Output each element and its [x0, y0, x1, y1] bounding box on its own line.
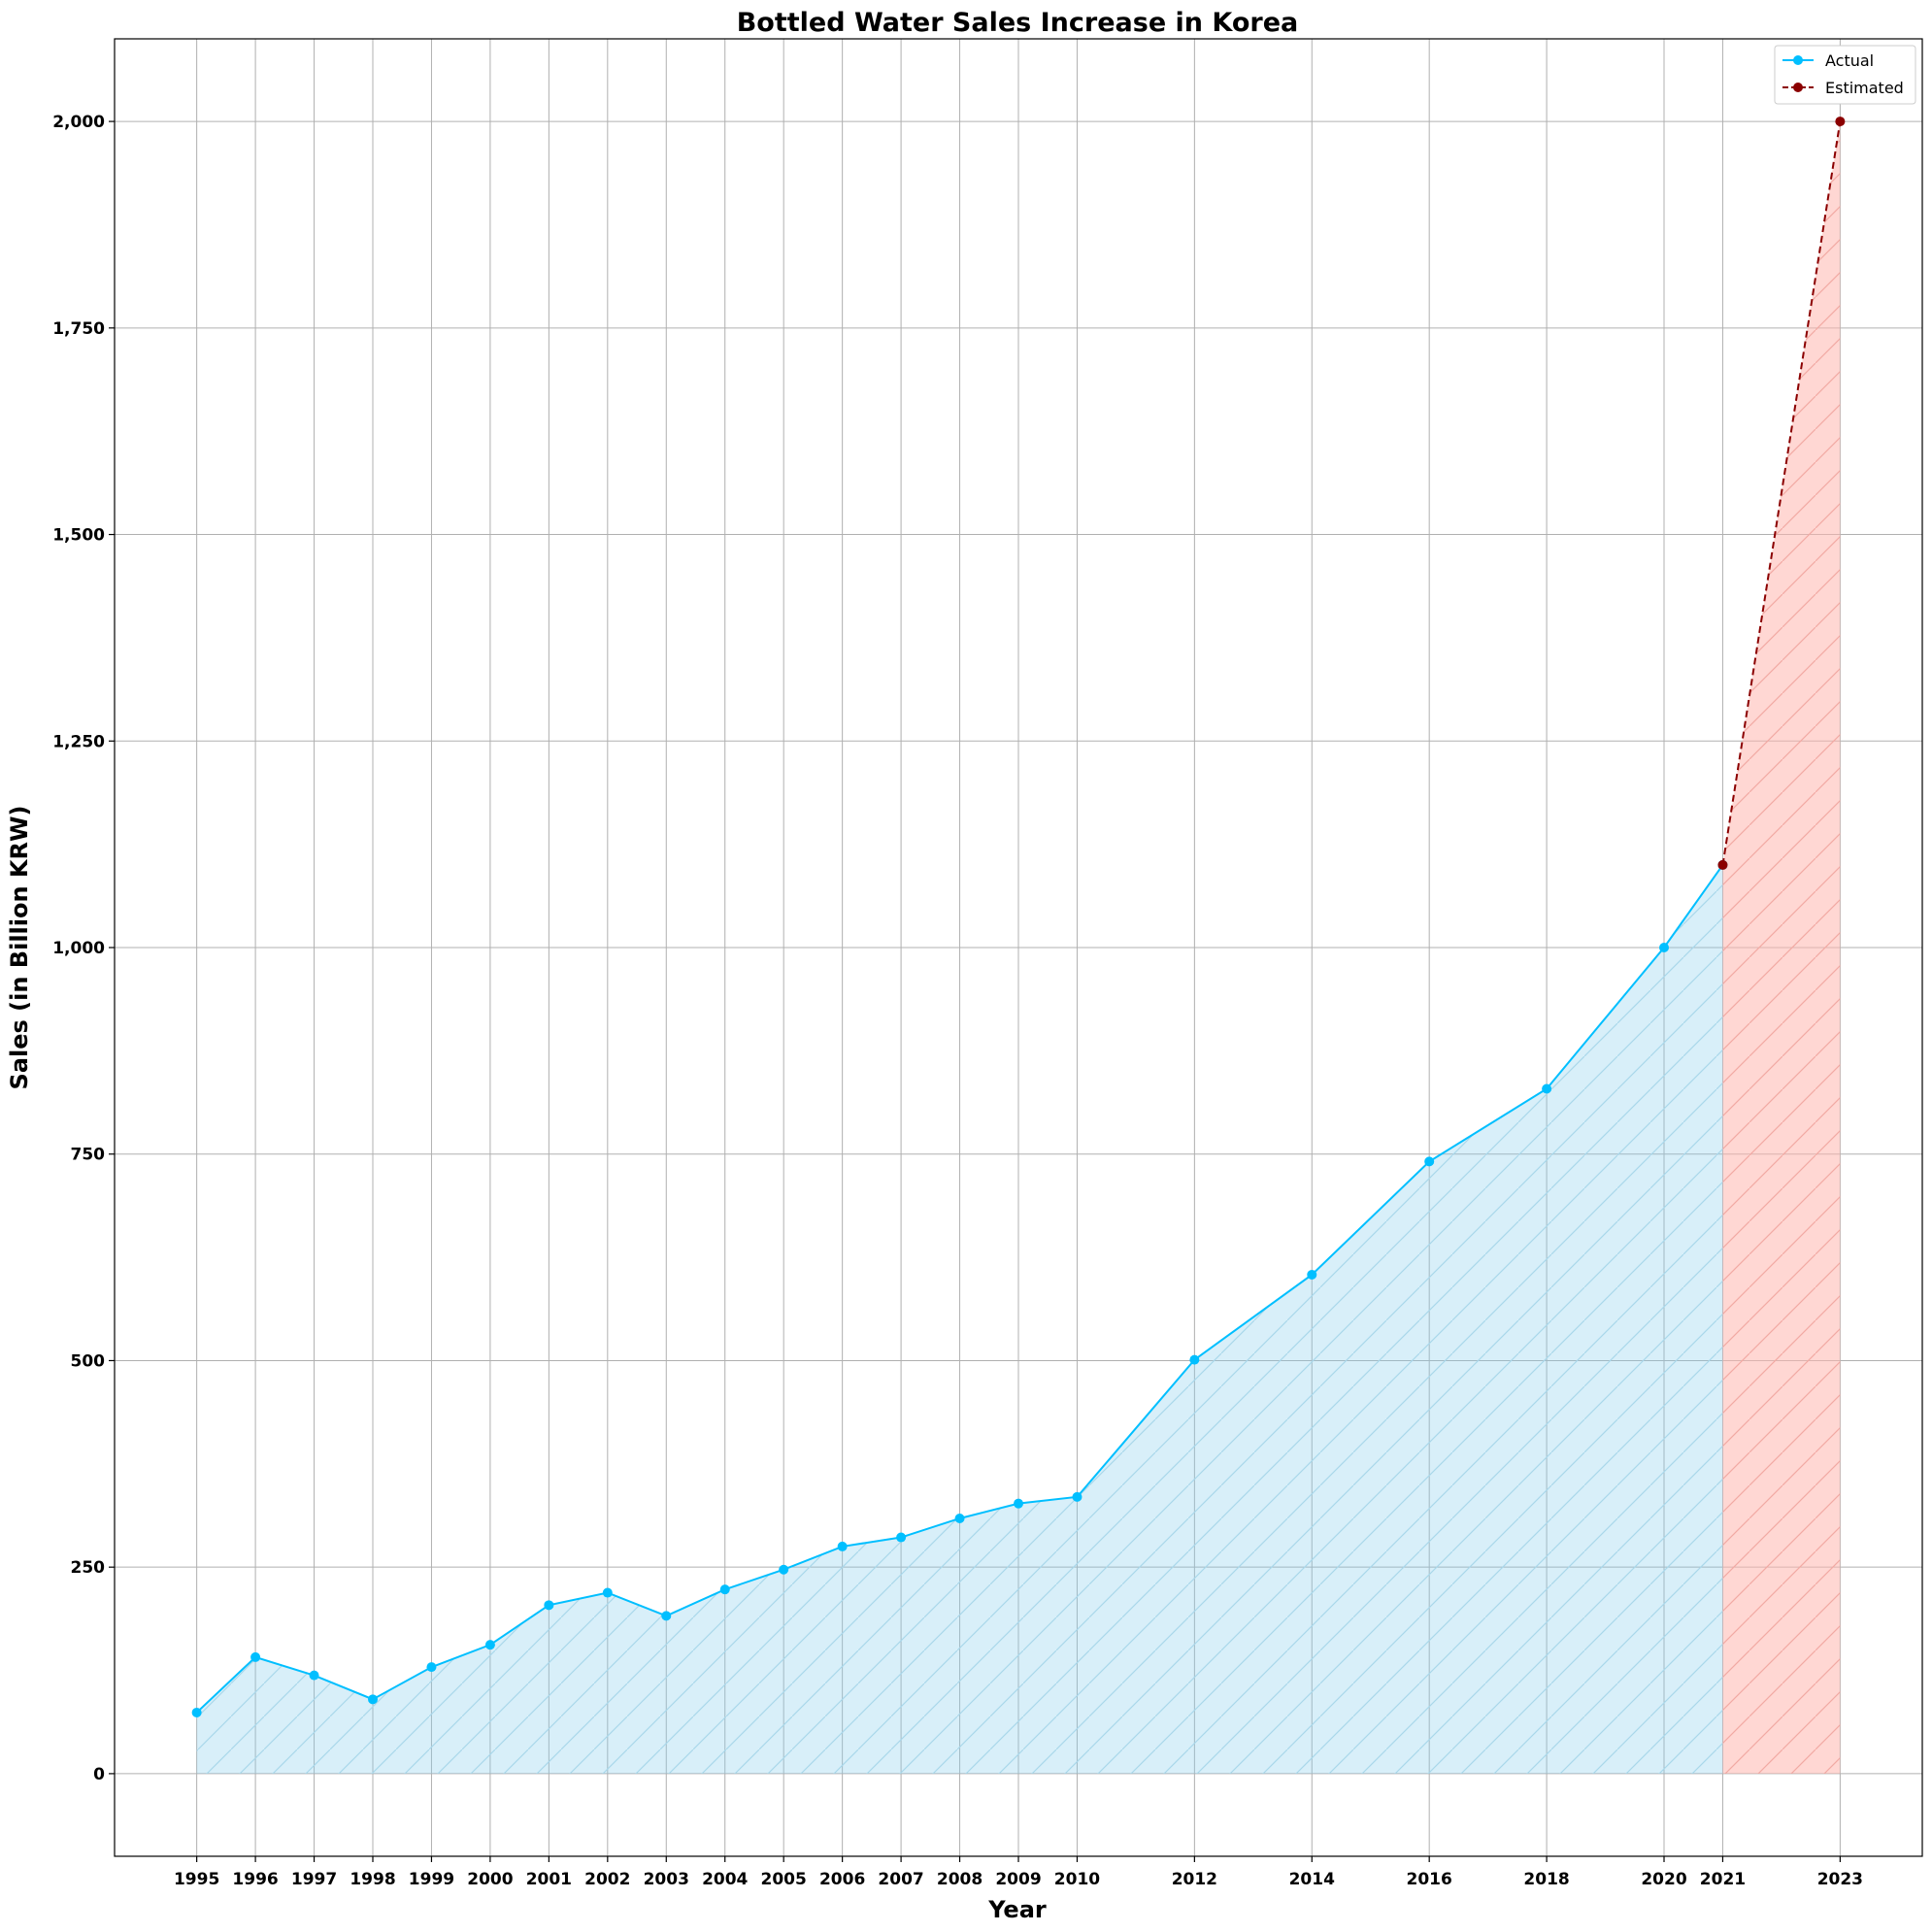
series-lines	[195, 120, 1842, 1714]
x-axis-label: Year	[987, 1896, 1047, 1923]
x-tick-label: 2005	[761, 1870, 807, 1889]
area-hatch-estimated	[1722, 121, 1841, 1774]
x-tick-label: 2006	[819, 1870, 865, 1889]
data-point-actual	[719, 1584, 730, 1595]
y-tick-label: 750	[71, 1146, 106, 1165]
x-tick-label: 2004	[702, 1870, 748, 1889]
series-line-estimated	[1721, 120, 1842, 866]
y-axis-label: Sales (in Billion KRW)	[6, 806, 33, 1090]
data-point-actual	[1307, 1269, 1317, 1280]
y-tick-label: 1,750	[52, 319, 105, 339]
x-tick-label: 2000	[467, 1870, 513, 1889]
area-hatch-actual	[196, 864, 1723, 1774]
data-point-actual	[1189, 1354, 1200, 1365]
data-point-actual	[954, 1513, 965, 1523]
y-tick-label: 500	[71, 1351, 106, 1371]
data-point-actual	[896, 1532, 907, 1543]
x-tick-label: 2010	[1054, 1870, 1100, 1889]
x-tick-label: 2002	[584, 1870, 630, 1889]
x-tick-label: 2001	[526, 1870, 572, 1889]
data-point-actual	[426, 1662, 437, 1673]
x-tick-label: 2014	[1289, 1870, 1335, 1889]
data-point-actual	[837, 1541, 848, 1551]
data-point-actual	[191, 1707, 202, 1717]
data-point-actual	[1072, 1491, 1083, 1502]
x-tick-label: 1999	[409, 1870, 454, 1889]
y-tick-label: 2,000	[52, 113, 105, 132]
data-point-estimated	[1717, 859, 1728, 870]
data-point-actual	[309, 1670, 319, 1681]
y-tick-label: 0	[93, 1765, 105, 1784]
x-tick-label: 2012	[1172, 1870, 1217, 1889]
area-fills	[196, 121, 1841, 1774]
legend-label-actual: Actual	[1825, 51, 1874, 70]
x-tick-label: 2016	[1407, 1870, 1452, 1889]
x-tick-label: 2020	[1641, 1870, 1686, 1889]
x-tick-label: 2009	[995, 1870, 1041, 1889]
legend-label-estimated: Estimated	[1825, 79, 1904, 97]
x-tick-label: 2021	[1700, 1870, 1746, 1889]
x-tick-label: 2003	[644, 1870, 689, 1889]
x-tick-label: 2007	[878, 1870, 923, 1889]
x-tick-label: 1996	[232, 1870, 278, 1889]
x-axis-ticks: 1995 1996 1997 1998 1999 2000 2001 2002 2003 2004…	[174, 1856, 1863, 1889]
x-tick-label: 1995	[174, 1870, 219, 1889]
data-point-actual	[484, 1640, 495, 1650]
chart-title: Bottled Water Sales Increase in Korea	[737, 8, 1299, 38]
y-axis-ticks: 0 250 500 750 1,000 1,250 1,500 1,750 2,000	[52, 113, 115, 1784]
x-tick-label: 2018	[1523, 1870, 1569, 1889]
x-tick-label: 1997	[291, 1870, 337, 1889]
data-point-actual	[368, 1694, 378, 1705]
series-points	[191, 117, 1846, 1717]
data-point-actual	[544, 1600, 554, 1611]
legend-marker-estimated	[1793, 83, 1803, 92]
data-point-actual	[1424, 1156, 1435, 1167]
legend: Actual Estimated	[1774, 45, 1916, 105]
data-point-actual	[250, 1651, 261, 1662]
data-point-actual	[779, 1564, 789, 1575]
data-point-actual	[1542, 1083, 1552, 1094]
y-tick-label: 250	[71, 1558, 106, 1578]
series-line-actual	[195, 864, 1724, 1714]
y-tick-label: 1,500	[52, 526, 105, 546]
data-point-actual	[1014, 1498, 1023, 1509]
y-tick-label: 1,250	[52, 732, 105, 751]
data-point-actual	[661, 1611, 672, 1621]
data-point-actual	[1659, 943, 1669, 952]
data-point-estimated	[1835, 117, 1846, 127]
x-tick-label: 2023	[1817, 1870, 1863, 1889]
legend-marker-actual	[1793, 55, 1803, 65]
y-tick-label: 1,000	[52, 939, 105, 958]
x-tick-label: 2008	[937, 1870, 983, 1889]
data-point-actual	[602, 1587, 613, 1598]
x-tick-label: 1998	[350, 1870, 395, 1889]
